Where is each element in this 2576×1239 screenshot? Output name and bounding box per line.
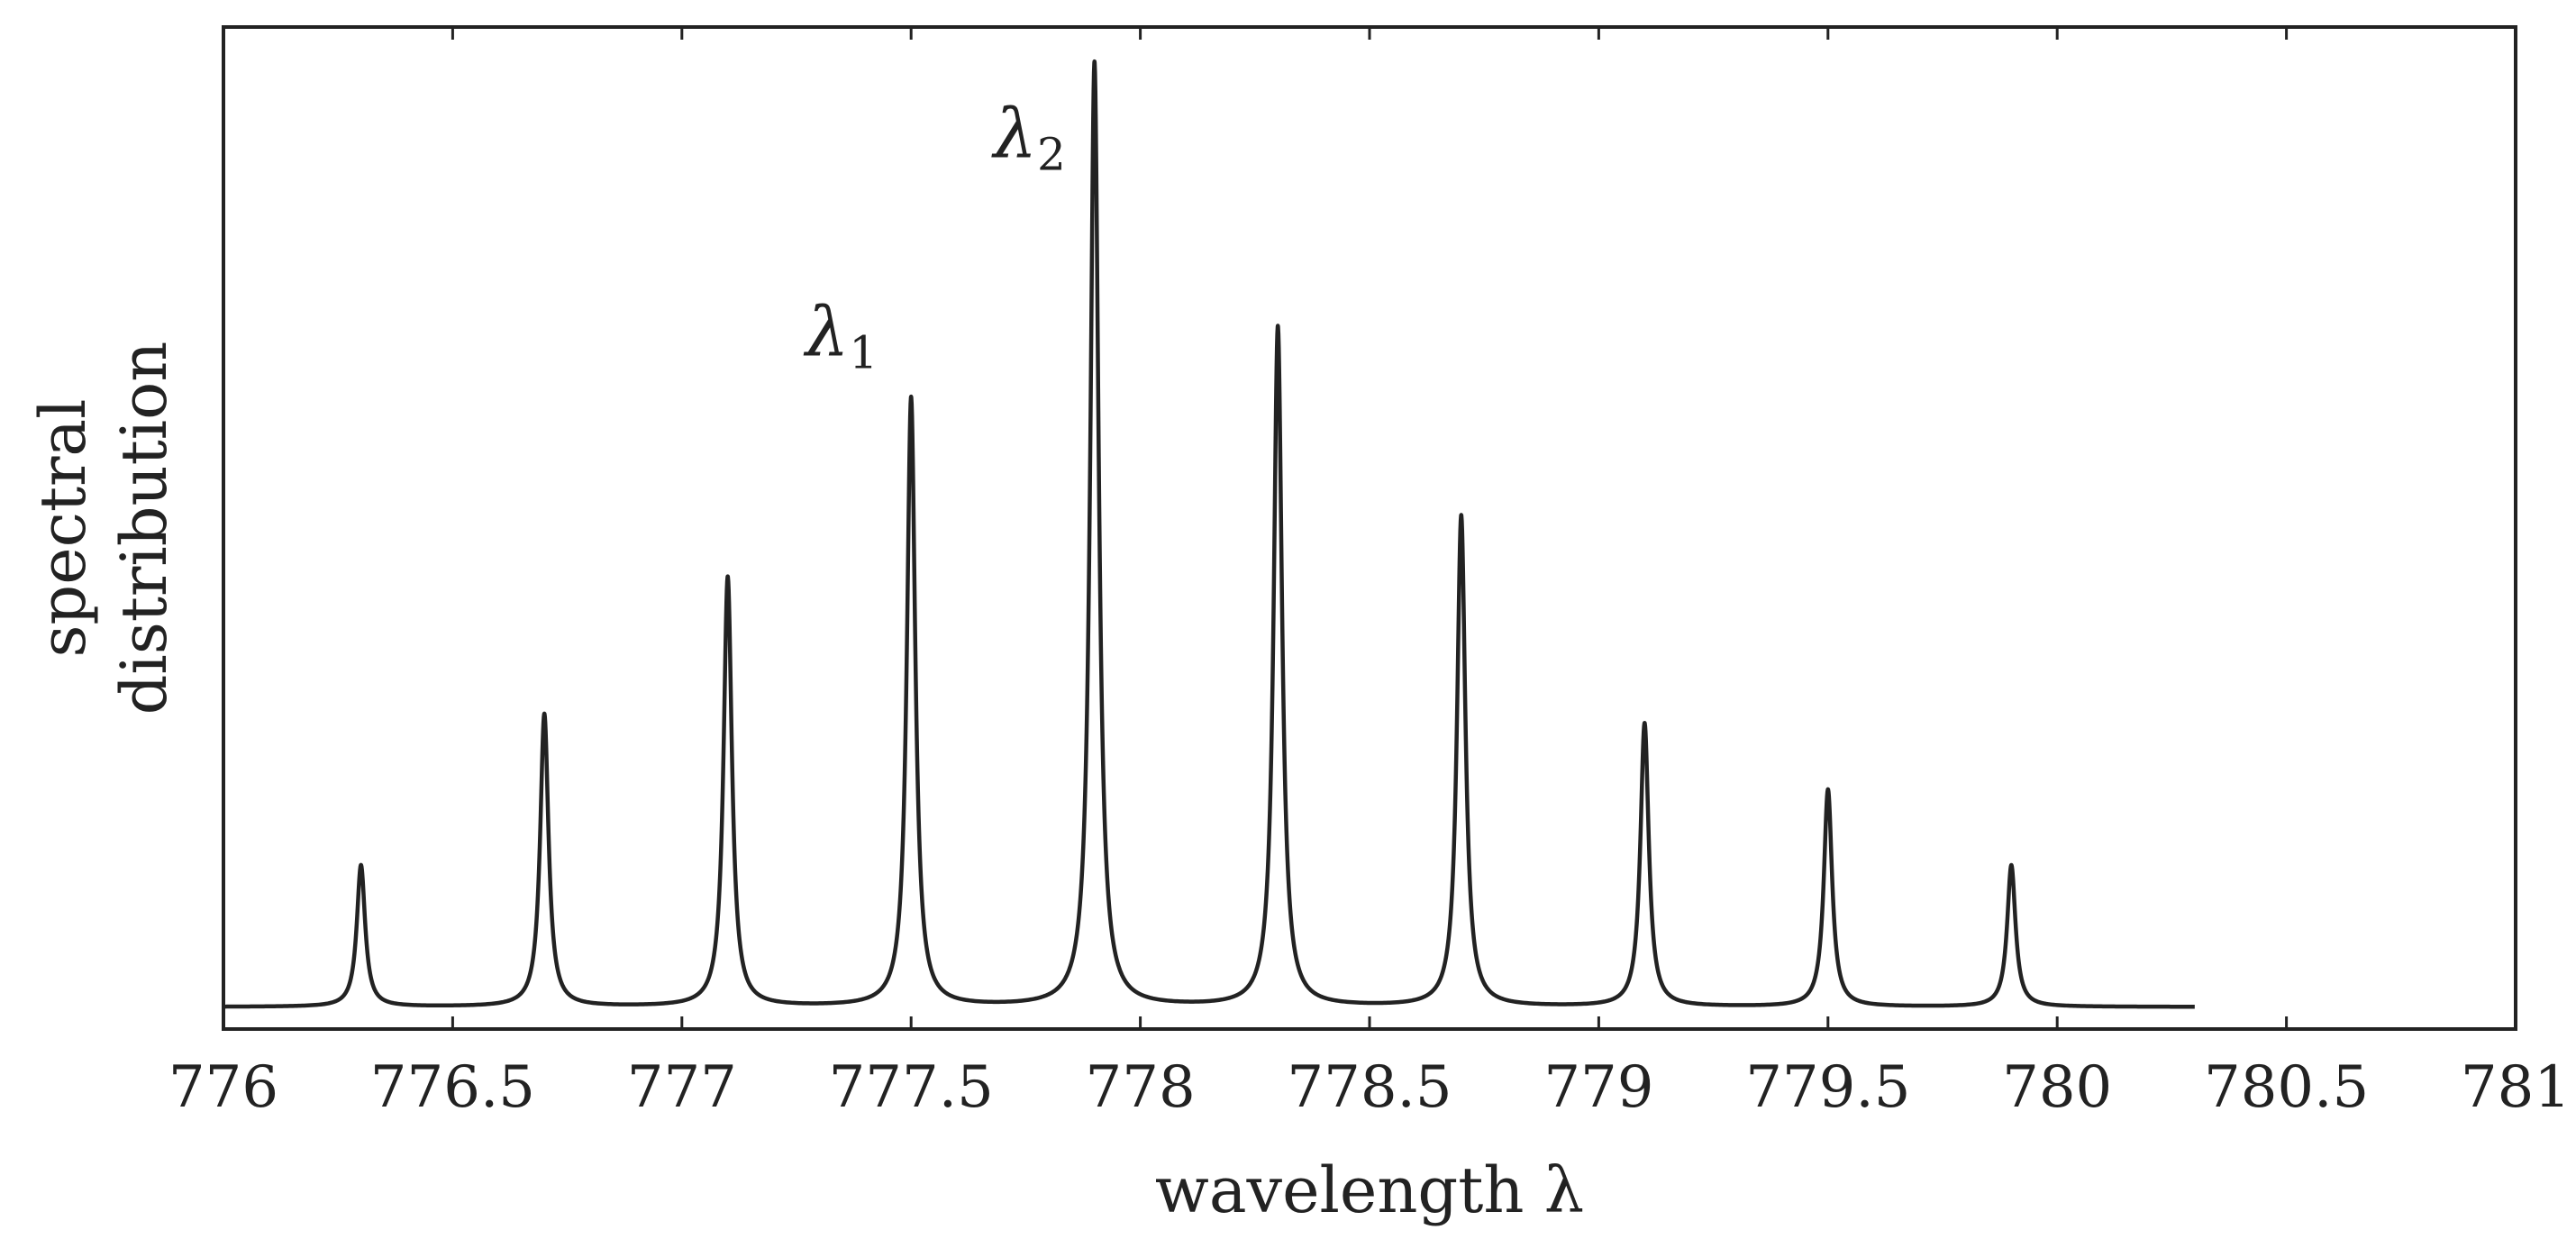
peak-10 — [2009, 863, 2013, 867]
y-axis-title-line-2: distribution — [107, 342, 181, 715]
peak-4 — [909, 395, 913, 398]
peak-6 — [1276, 323, 1279, 327]
y-axis-title: spectral distribution — [26, 342, 181, 715]
x-ticks — [222, 27, 2517, 1029]
x-tick-label: 779.5 — [1745, 1054, 1910, 1121]
peak-3 — [726, 575, 730, 579]
peak-markers — [360, 59, 2013, 867]
peak-9 — [1826, 788, 1830, 791]
peak-8 — [1643, 721, 1646, 724]
annotation-lambda-1: λ1 — [803, 291, 878, 378]
x-tick-label: 780.5 — [2204, 1054, 2369, 1121]
annotation-lambda-2: λ2 — [991, 93, 1066, 180]
y-axis-title-line-1: spectral — [26, 398, 100, 657]
peak-1 — [360, 863, 363, 867]
x-tick-label: 781 — [2461, 1054, 2571, 1121]
peak-5 — [1093, 59, 1097, 63]
x-tick-label: 778 — [1086, 1054, 1196, 1121]
plot-frame — [222, 25, 2517, 1031]
x-axis-title: wavelength λ — [1155, 1153, 1584, 1227]
x-tick-labels: 776 776.5 777 777.5 778 778.5 779 779.5 780 780.5… — [168, 1054, 2571, 1121]
annotations: λ1 λ2 — [803, 93, 1066, 378]
x-tick-label: 779 — [1543, 1054, 1653, 1121]
x-tick-label: 777 — [627, 1054, 737, 1121]
peak-2 — [542, 712, 546, 715]
x-tick-label: 778.5 — [1287, 1054, 1452, 1121]
spectrum-line — [223, 59, 2196, 1009]
x-tick-label: 776 — [168, 1054, 278, 1121]
peak-7 — [1460, 513, 1463, 516]
x-tick-label: 780 — [2002, 1054, 2112, 1121]
x-tick-label: 777.5 — [829, 1054, 994, 1121]
x-tick-label: 776.5 — [370, 1054, 535, 1121]
